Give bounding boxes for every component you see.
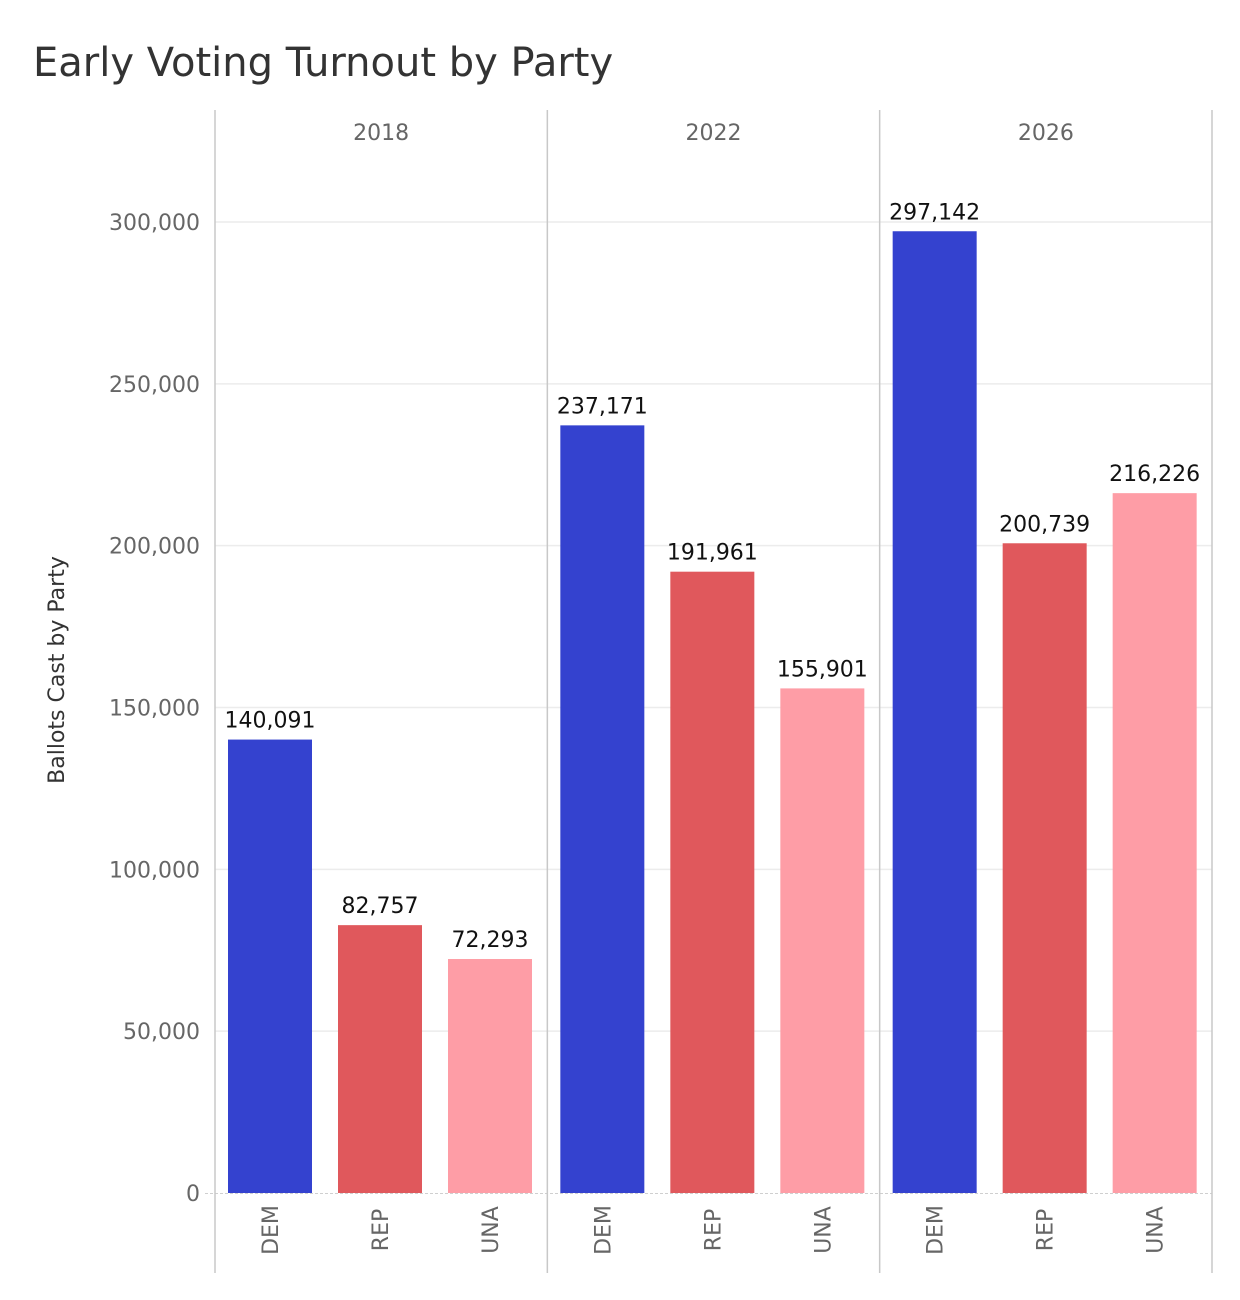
x-tick-label: UNA bbox=[811, 1206, 836, 1254]
y-axis-label: Ballots Cast by Party bbox=[45, 556, 70, 784]
data-label: 82,757 bbox=[342, 894, 419, 919]
chart-text: 0 50,000 100,000 150,000 200,000 250,000 300,0… bbox=[45, 121, 1200, 1255]
chart-title: Early Voting Turnout by Party bbox=[33, 40, 614, 86]
x-tick-label: DEM bbox=[591, 1205, 616, 1255]
x-tick-label: UNA bbox=[1144, 1206, 1169, 1254]
data-label: 155,901 bbox=[777, 657, 868, 682]
bars bbox=[228, 231, 1197, 1194]
x-tick-label: REP bbox=[369, 1209, 394, 1251]
y-tick-label: 150,000 bbox=[109, 697, 200, 722]
y-tick-label: 300,000 bbox=[109, 211, 200, 236]
data-label: 297,142 bbox=[889, 200, 980, 225]
y-tick-label: 100,000 bbox=[109, 858, 200, 883]
y-tick-label: 0 bbox=[186, 1182, 200, 1207]
bar-2026-rep bbox=[1002, 543, 1087, 1193]
y-tick-label: 50,000 bbox=[123, 1020, 200, 1045]
bar-2022-rep bbox=[670, 571, 755, 1193]
data-label: 191,961 bbox=[667, 541, 758, 566]
y-tick-label: 200,000 bbox=[109, 535, 200, 560]
bar-2018-dem bbox=[228, 739, 312, 1193]
data-label: 72,293 bbox=[452, 928, 529, 953]
bar-2022-una bbox=[780, 688, 865, 1193]
bar-2026-dem bbox=[892, 231, 977, 1194]
x-tick-label: DEM bbox=[259, 1205, 284, 1255]
bar-2026-una bbox=[1112, 493, 1197, 1193]
x-tick-label: REP bbox=[1034, 1209, 1059, 1251]
data-label: 216,226 bbox=[1109, 462, 1200, 487]
data-label: 200,739 bbox=[999, 512, 1090, 537]
panel-dividers bbox=[214, 110, 1213, 1273]
panel-header: 2018 bbox=[353, 121, 409, 146]
x-tick-label: DEM bbox=[924, 1205, 949, 1255]
data-label: 237,171 bbox=[557, 394, 648, 419]
panel-header: 2022 bbox=[686, 121, 742, 146]
x-tick-label: REP bbox=[701, 1209, 726, 1251]
data-label: 140,091 bbox=[225, 709, 316, 734]
bar-2022-dem bbox=[560, 425, 645, 1193]
bar-2018-rep bbox=[338, 925, 422, 1193]
panel-header: 2026 bbox=[1018, 121, 1074, 146]
y-tick-label: 250,000 bbox=[109, 373, 200, 398]
x-tick-label: UNA bbox=[479, 1206, 504, 1254]
bar-2018-una bbox=[448, 959, 532, 1193]
